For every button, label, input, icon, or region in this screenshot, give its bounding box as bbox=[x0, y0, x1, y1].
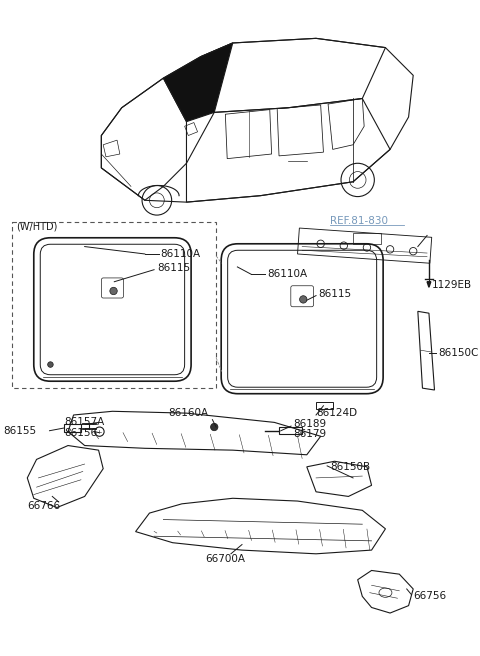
Text: 1129EB: 1129EB bbox=[432, 280, 472, 291]
Text: 66700A: 66700A bbox=[205, 554, 245, 564]
Text: REF.81-830: REF.81-830 bbox=[330, 216, 388, 226]
Circle shape bbox=[110, 287, 117, 295]
Bar bbox=[279, 427, 302, 434]
Text: (W/HTD): (W/HTD) bbox=[16, 221, 58, 231]
Text: 66766: 66766 bbox=[27, 501, 60, 510]
Text: 86160A: 86160A bbox=[168, 408, 208, 418]
Text: 86110A: 86110A bbox=[161, 249, 201, 259]
Circle shape bbox=[211, 423, 218, 431]
Text: 86157A: 86157A bbox=[64, 417, 105, 428]
Bar bbox=[64, 424, 81, 432]
Text: 86156: 86156 bbox=[64, 428, 97, 438]
Text: 86115: 86115 bbox=[157, 263, 190, 273]
Text: 86115: 86115 bbox=[318, 289, 351, 298]
Text: 66756: 66756 bbox=[413, 591, 446, 602]
Text: 86150B: 86150B bbox=[330, 462, 370, 472]
Polygon shape bbox=[427, 281, 431, 287]
Polygon shape bbox=[163, 43, 233, 121]
Circle shape bbox=[48, 361, 53, 367]
Bar bbox=[12, 222, 216, 388]
Bar bbox=[316, 402, 333, 409]
Text: 86124D: 86124D bbox=[316, 408, 357, 418]
Text: 86179: 86179 bbox=[293, 430, 326, 440]
Text: 86189: 86189 bbox=[293, 419, 326, 429]
Text: 86110A: 86110A bbox=[267, 270, 307, 279]
Text: 86155: 86155 bbox=[3, 426, 36, 436]
Circle shape bbox=[300, 296, 307, 303]
Bar bbox=[353, 233, 381, 244]
Text: 86150C: 86150C bbox=[438, 348, 479, 358]
